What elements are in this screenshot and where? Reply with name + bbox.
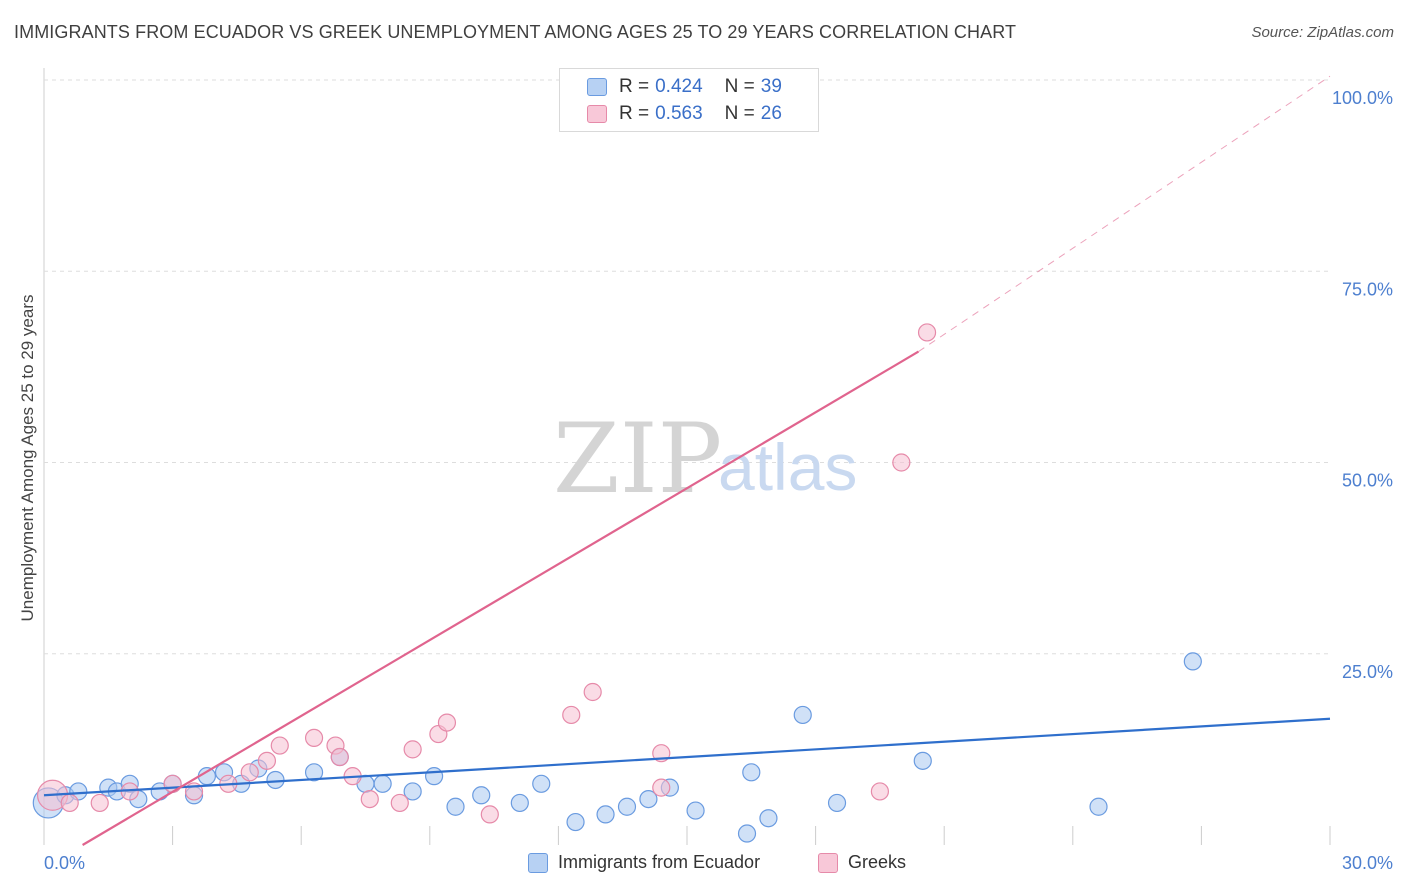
legend-row-ecuador: R = 0.424 N = 39	[560, 73, 782, 101]
point-ecuador	[403, 782, 422, 801]
series-swatch-blue	[528, 852, 548, 873]
legend-r-label: R =	[619, 76, 650, 97]
point-ecuador	[510, 793, 529, 813]
legend-n-label: N =	[724, 76, 755, 97]
point-greeks	[917, 323, 937, 342]
point-ecuador	[617, 797, 637, 816]
y-tick-label: 75.0%	[1342, 279, 1393, 299]
legend-n-label: N =	[724, 103, 755, 124]
legend-r-value: 0.424	[655, 76, 703, 97]
point-ecuador	[686, 801, 705, 820]
point-ecuador	[472, 786, 491, 805]
series-legend-greeks: Greeks	[818, 852, 906, 873]
y-tick-label: 25.0%	[1342, 662, 1393, 682]
legend-r-value: 0.563	[655, 103, 703, 124]
point-ecuador	[566, 812, 585, 832]
point-ecuador	[827, 793, 847, 813]
point-greeks	[304, 728, 324, 748]
point-greeks	[90, 793, 109, 813]
series-legend-ecuador: Immigrants from Ecuador	[528, 852, 760, 873]
legend-swatch-pink	[587, 105, 607, 123]
point-ecuador	[373, 774, 392, 793]
point-ecuador	[532, 774, 551, 793]
correlation-legend: R = 0.424 N = 39 R = 0.563 N = 26	[559, 68, 819, 132]
y-tick-label: 50.0%	[1342, 471, 1393, 491]
watermark-atlas: atlas	[718, 430, 857, 504]
legend-r-label: R =	[619, 103, 650, 124]
point-ecuador	[1183, 652, 1202, 671]
point-greeks	[583, 682, 602, 702]
point-greeks	[360, 789, 379, 809]
point-greeks	[163, 774, 182, 793]
point-greeks	[437, 713, 457, 732]
series-label-ecuador: Immigrants from Ecuador	[558, 852, 761, 872]
point-greeks	[240, 763, 259, 782]
source-credit: Source: ZipAtlas.com	[1251, 24, 1394, 41]
data-points	[32, 70, 1202, 843]
trendlines	[43, 75, 1331, 846]
legend-row-greeks: R = 0.563 N = 26	[560, 100, 782, 128]
point-ecuador	[446, 797, 465, 816]
series-swatch-pink	[818, 852, 838, 873]
x-tick-label-max: 30.0%	[1342, 853, 1393, 873]
point-greeks	[257, 751, 277, 770]
legend-n-value: 26	[760, 103, 782, 124]
trendline-ecuador	[43, 717, 1331, 797]
point-ecuador	[639, 789, 658, 809]
trendline-greeks	[918, 75, 1331, 352]
point-greeks	[403, 740, 422, 759]
series-label-greeks: Greeks	[848, 852, 907, 872]
point-greeks	[892, 453, 911, 472]
point-greeks	[390, 793, 409, 813]
point-greeks	[870, 782, 890, 801]
point-greeks	[330, 747, 349, 767]
point-greeks	[60, 793, 79, 813]
y-tick-label: 100.0%	[1332, 88, 1393, 108]
point-greeks	[562, 705, 581, 725]
point-ecuador	[759, 809, 778, 828]
x-axis-ticks	[172, 826, 1331, 845]
y-axis-tick-labels: 25.0% 50.0% 75.0% 100.0%	[1332, 88, 1393, 682]
point-greeks	[480, 805, 499, 824]
point-ecuador	[742, 763, 761, 782]
point-ecuador	[266, 770, 285, 790]
point-ecuador	[304, 763, 324, 782]
point-ecuador	[424, 767, 444, 786]
point-ecuador	[1089, 797, 1108, 816]
point-ecuador	[596, 805, 615, 824]
point-ecuador	[913, 751, 932, 770]
point-ecuador	[737, 824, 757, 843]
chart-title: IMMIGRANTS FROM ECUADOR VS GREEK UNEMPLO…	[14, 22, 1017, 42]
point-ecuador	[793, 705, 812, 725]
watermark-zip: ZIP	[553, 403, 722, 515]
point-greeks	[652, 778, 671, 797]
series-legend: Immigrants from Ecuador Greeks	[0, 852, 1406, 878]
trendline-greeks	[82, 350, 920, 846]
legend-n-value: 39	[760, 76, 782, 97]
x-tick-label-min: 0.0%	[44, 853, 85, 873]
point-greeks	[270, 736, 289, 755]
legend-swatch-blue	[587, 78, 607, 96]
